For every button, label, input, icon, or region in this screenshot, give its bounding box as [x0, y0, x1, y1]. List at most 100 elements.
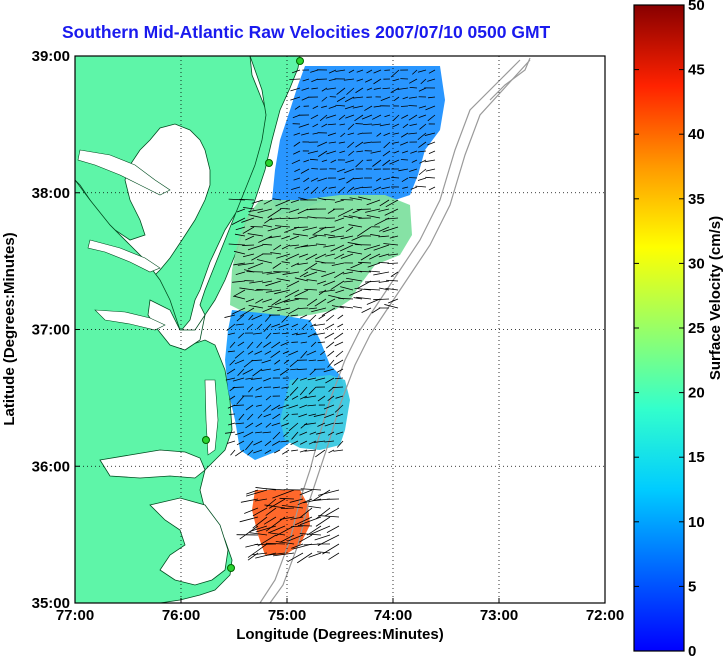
velocity-vector — [361, 307, 372, 313]
velocity-vector — [281, 386, 290, 389]
velocity-vector — [234, 233, 246, 237]
velocity-vector — [364, 244, 381, 251]
velocity-vector — [353, 96, 364, 99]
velocity-vector — [339, 244, 354, 252]
velocity-vector — [233, 250, 246, 255]
velocity-vector — [334, 199, 345, 203]
velocity-vector — [354, 114, 364, 122]
velocity-vector — [391, 176, 400, 179]
velocity-vector — [344, 105, 355, 110]
velocity-vector — [252, 552, 268, 556]
velocity-vector — [279, 516, 295, 520]
velocity-vector — [324, 233, 336, 237]
velocity-vector — [303, 498, 322, 504]
colorbar — [633, 4, 685, 652]
velocity-vector — [298, 123, 310, 128]
velocity-vector — [317, 359, 326, 362]
velocity-vector — [412, 69, 418, 75]
velocity-vector — [227, 350, 236, 353]
velocity-vector — [382, 226, 399, 233]
velocity-vector — [308, 307, 318, 310]
velocity-vector — [228, 332, 236, 336]
velocity-vector — [356, 296, 372, 300]
velocity-vector — [315, 377, 326, 381]
velocity-vector — [249, 280, 264, 284]
velocity-vector — [327, 350, 335, 357]
velocity-vector — [299, 449, 308, 453]
velocity-vector — [353, 186, 364, 190]
velocity-vector — [263, 404, 272, 413]
velocity-vector — [321, 307, 336, 316]
velocity-vector — [281, 332, 290, 335]
velocity-vector — [418, 87, 427, 92]
velocity-vector — [274, 359, 281, 365]
velocity-vector — [347, 123, 355, 130]
velocity-vector — [372, 186, 382, 191]
velocity-vector — [293, 177, 301, 181]
velocity-vector — [400, 105, 409, 107]
velocity-vector — [387, 262, 399, 265]
velocity-vector — [312, 132, 319, 135]
velocity-vector — [289, 235, 300, 240]
velocity-vector — [265, 552, 286, 556]
velocity-vector — [239, 287, 255, 291]
radar-site-marker — [296, 57, 304, 65]
velocity-vector — [234, 449, 245, 457]
velocity-vector — [385, 199, 399, 208]
velocity-vector — [408, 132, 418, 135]
velocity-vector — [318, 289, 336, 293]
colorbar-tick-label: 10 — [688, 514, 705, 531]
velocity-vector — [334, 341, 344, 347]
velocity-vector — [331, 262, 345, 267]
velocity-vector — [272, 431, 281, 440]
velocity-vector — [325, 377, 335, 384]
velocity-vector — [358, 261, 372, 264]
colorbar-tick-label: 15 — [688, 449, 705, 466]
velocity-vector — [325, 314, 335, 322]
velocity-vector — [418, 168, 427, 176]
velocity-vector — [347, 141, 355, 149]
velocity-vector — [344, 96, 355, 103]
velocity-vector — [310, 268, 327, 273]
velocity-vector — [337, 314, 344, 320]
velocity-vector — [424, 132, 436, 136]
velocity-vector — [251, 199, 264, 204]
velocity-vector — [281, 449, 290, 455]
velocity-vector — [299, 516, 322, 526]
velocity-vector — [336, 87, 346, 95]
velocity-vector — [280, 207, 291, 210]
velocity-vector — [365, 208, 381, 213]
velocity-vector — [250, 226, 264, 228]
velocity-vector — [299, 271, 309, 278]
velocity-vector — [428, 69, 436, 74]
velocity-vector — [247, 543, 268, 558]
velocity-vector — [393, 96, 400, 102]
velocity-vector — [293, 150, 301, 155]
velocity-vector — [229, 359, 236, 366]
velocity-vector — [303, 271, 318, 278]
velocity-vector — [299, 404, 308, 409]
velocity-vector — [290, 440, 299, 445]
velocity-vector — [337, 168, 346, 173]
velocity-vector — [274, 449, 281, 454]
velocity-vector — [303, 177, 310, 183]
velocity-vector — [379, 123, 391, 127]
velocity-vector — [245, 298, 255, 303]
velocity-vector — [409, 168, 418, 172]
velocity-vector — [315, 253, 327, 260]
velocity-vector — [226, 440, 236, 444]
velocity-vector — [309, 431, 317, 435]
velocity-vector — [261, 368, 272, 372]
velocity-vector — [324, 507, 340, 517]
velocity-vector — [255, 298, 264, 304]
velocity-vector — [355, 87, 364, 94]
velocity-vector — [255, 395, 263, 398]
velocity-vector — [417, 69, 427, 73]
velocity-vector — [308, 359, 317, 362]
velocity-vector — [324, 332, 335, 339]
velocity-vector — [424, 159, 436, 163]
velocity-vector — [261, 359, 272, 364]
velocity-vector — [228, 243, 246, 246]
velocity-vector — [327, 132, 337, 136]
velocity-vector — [266, 271, 282, 275]
